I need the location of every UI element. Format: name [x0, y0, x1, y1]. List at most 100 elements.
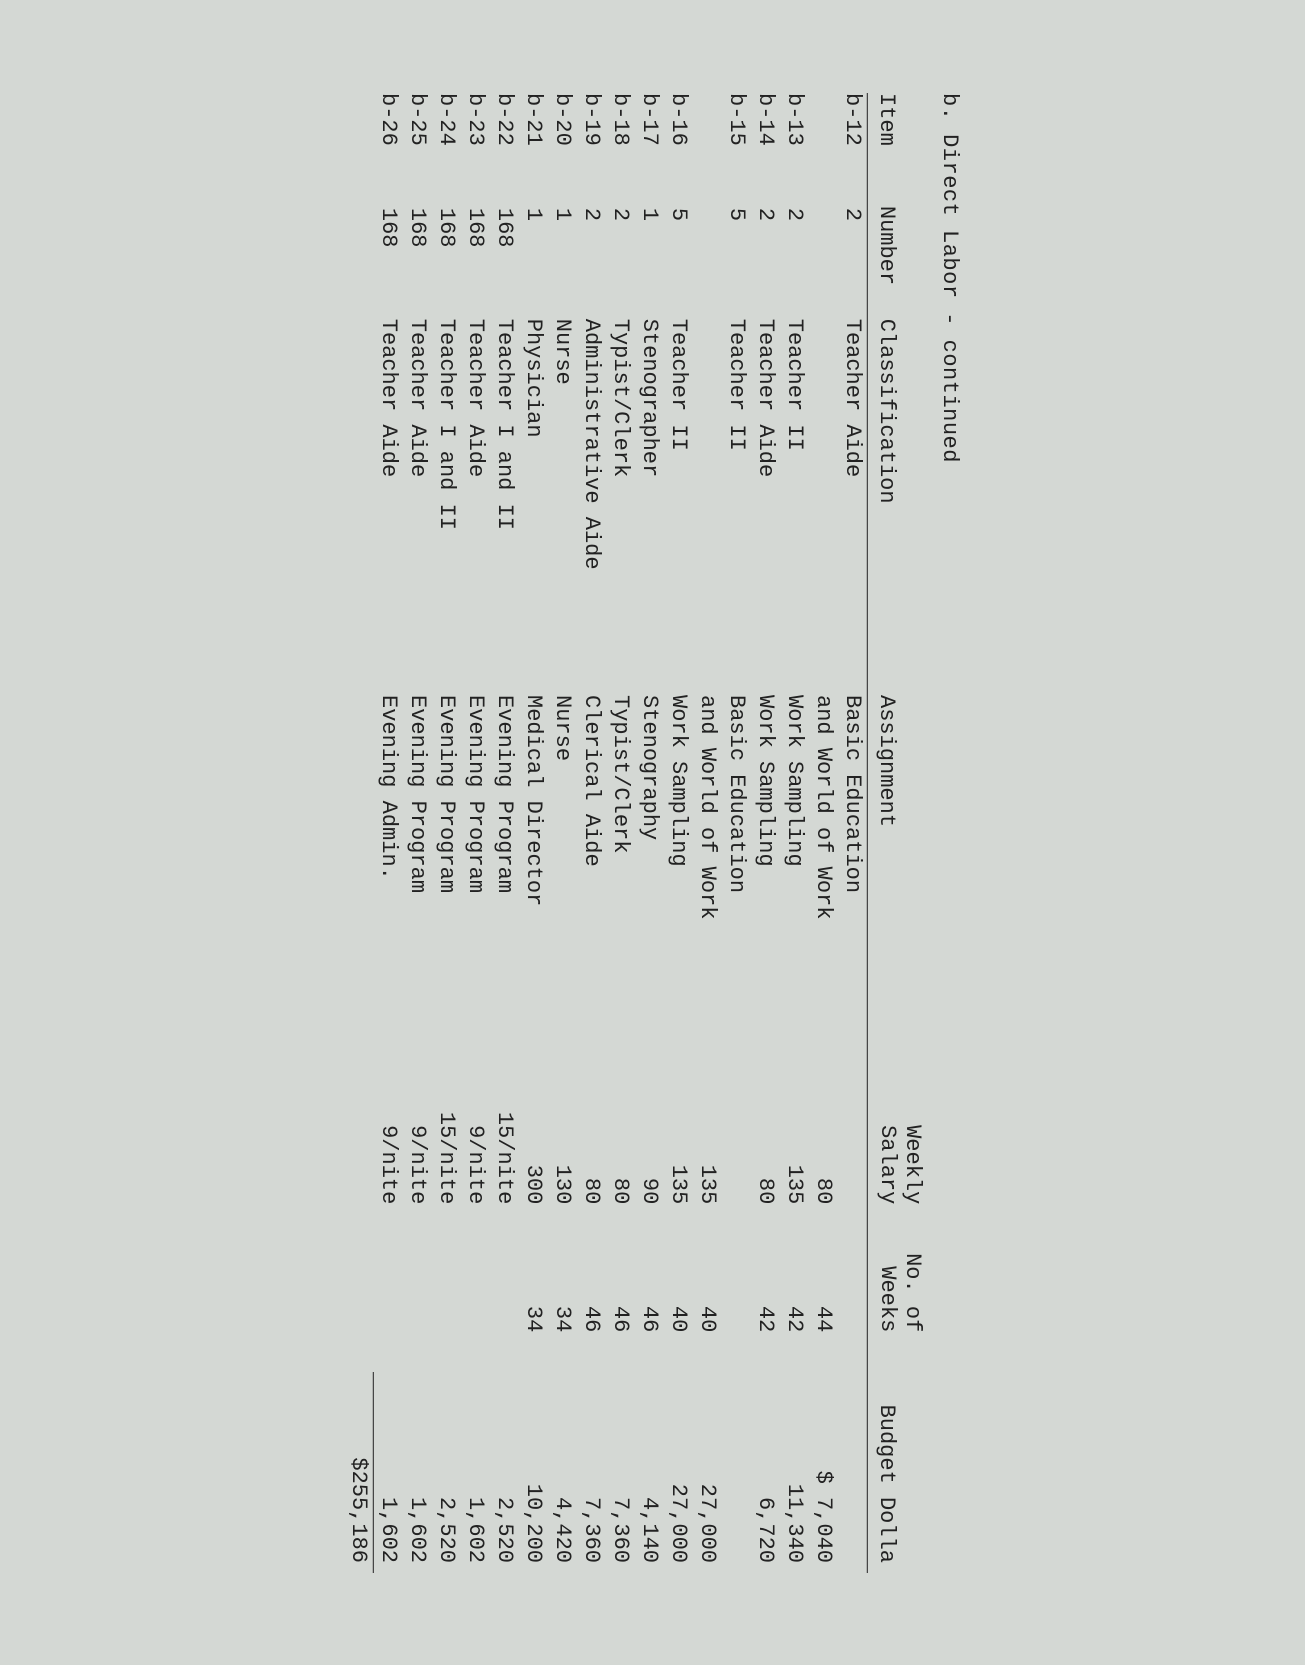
cell-item: b-12 — [838, 93, 868, 206]
cell-item: b-19 — [577, 93, 606, 206]
cell-weeks: 42 — [751, 1234, 780, 1372]
cell-salary: 15/nite — [490, 1071, 519, 1234]
cell-assignment: Evening Program — [490, 695, 519, 1071]
cell-weeks — [838, 1234, 868, 1372]
cell-weeks — [461, 1234, 490, 1372]
cell-item: b-26 — [373, 93, 403, 206]
cell-budget: 10,200 — [519, 1372, 548, 1573]
cell-classification — [693, 318, 722, 694]
table-row: b-171StenographerStenography90464,140 — [635, 93, 664, 1573]
header-assignment: Assignment — [867, 695, 928, 1071]
cell-budget: 4,420 — [548, 1372, 577, 1573]
cell-number: 168 — [373, 205, 403, 318]
cell-number: 168 — [403, 205, 432, 318]
cell-budget: 2,520 — [490, 1372, 519, 1573]
cell-salary — [838, 1071, 868, 1234]
header-salary-l2: Salary — [874, 1125, 899, 1204]
cell-weeks: 34 — [519, 1234, 548, 1372]
cell-assignment: Evening Program — [403, 695, 432, 1071]
cell-weeks: 46 — [635, 1234, 664, 1372]
labor-table: Item Number Classification Assignment We… — [344, 93, 929, 1573]
table-row: b-24168Teacher I and IIEvening Program15… — [432, 93, 461, 1573]
cell-budget: 7,360 — [577, 1372, 606, 1573]
table-row: and World of Work8044$ 7,040 — [809, 93, 838, 1573]
cell-assignment: Work Sampling — [780, 695, 809, 1071]
cell-assignment: Nurse — [548, 695, 577, 1071]
cell-salary — [722, 1071, 751, 1234]
cell-budget: 2,520 — [432, 1372, 461, 1573]
table-row: b-142Teacher AideWork Sampling80426,720 — [751, 93, 780, 1573]
cell-item: b-22 — [490, 93, 519, 206]
cell-total: $255,186 — [344, 1372, 374, 1573]
cell-item: b-13 — [780, 93, 809, 206]
cell-budget: 4,140 — [635, 1372, 664, 1573]
cell-assignment: and World of Work — [809, 695, 838, 1071]
cell-number: 1 — [519, 205, 548, 318]
table-row: b-23168Teacher AideEvening Program9/nite… — [461, 93, 490, 1573]
cell-budget: 27,000 — [693, 1372, 722, 1573]
table-row: b-201NurseNurse130344,420 — [548, 93, 577, 1573]
cell-assignment: Evening Program — [461, 695, 490, 1071]
cell-item: b-20 — [548, 93, 577, 206]
cell-salary: 90 — [635, 1071, 664, 1234]
header-classification: Classification — [867, 318, 928, 694]
cell-classification: Stenographer — [635, 318, 664, 694]
cell-item: b-21 — [519, 93, 548, 206]
cell-item — [809, 93, 838, 206]
cell-assignment: Typist/Clerk — [606, 695, 635, 1071]
cell-salary: 135 — [780, 1071, 809, 1234]
cell-budget: $ 7,040 — [809, 1372, 838, 1573]
header-item: Item — [867, 93, 928, 206]
cell-number: 1 — [635, 205, 664, 318]
cell-budget: 11,340 — [780, 1372, 809, 1573]
cell-weeks: 46 — [606, 1234, 635, 1372]
cell-assignment: Clerical Aide — [577, 695, 606, 1071]
cell-budget: 6,720 — [751, 1372, 780, 1573]
cell-classification: Teacher Aide — [403, 318, 432, 694]
cell-assignment: Basic Education — [838, 695, 868, 1071]
cell-number: 5 — [664, 205, 693, 318]
cell-salary: 9/nite — [403, 1071, 432, 1234]
cell-classification: Teacher I and II — [432, 318, 461, 694]
cell-budget — [838, 1372, 868, 1573]
cell-weeks: 34 — [548, 1234, 577, 1372]
table-row: b-165Teacher IIWork Sampling1354027,000 — [664, 93, 693, 1573]
cell-number: 1 — [548, 205, 577, 318]
cell-budget: 1,602 — [373, 1372, 403, 1573]
cell-weeks — [403, 1234, 432, 1372]
cell-classification: Nurse — [548, 318, 577, 694]
cell-classification: Teacher II — [722, 318, 751, 694]
table-row: b-22168Teacher I and IIEvening Program15… — [490, 93, 519, 1573]
cell-classification: Teacher II — [664, 318, 693, 694]
cell-item: b-14 — [751, 93, 780, 206]
cell-number: 2 — [577, 205, 606, 318]
cell-assignment: Stenography — [635, 695, 664, 1071]
cell-assignment: Evening Admin. — [373, 695, 403, 1071]
cell-salary: 300 — [519, 1071, 548, 1234]
cell-item: b-15 — [722, 93, 751, 206]
cell-weeks — [432, 1234, 461, 1372]
header-budget: Budget Dolla — [867, 1372, 928, 1573]
cell-salary: 15/nite — [432, 1071, 461, 1234]
cell-number: 168 — [461, 205, 490, 318]
cell-assignment: Work Sampling — [751, 695, 780, 1071]
header-weeks-l1: No. of — [899, 1253, 924, 1332]
header-weeks-l2: Weeks — [874, 1266, 899, 1332]
table-row: b-122Teacher AideBasic Education — [838, 93, 868, 1573]
cell-salary: 135 — [693, 1071, 722, 1234]
cell-weeks — [490, 1234, 519, 1372]
table-row: b-25168Teacher AideEvening Program9/nite… — [403, 93, 432, 1573]
cell-weeks — [373, 1234, 403, 1372]
cell-assignment: Medical Director — [519, 695, 548, 1071]
cell-budget — [722, 1372, 751, 1573]
cell-classification: Teacher Aide — [461, 318, 490, 694]
cell-assignment: Basic Education — [722, 695, 751, 1071]
cell-number — [693, 205, 722, 318]
cell-budget: 7,360 — [606, 1372, 635, 1573]
cell-weeks: 44 — [809, 1234, 838, 1372]
cell-item: b-24 — [432, 93, 461, 206]
table-row: b-192Administrative AideClerical Aide804… — [577, 93, 606, 1573]
cell-weeks: 42 — [780, 1234, 809, 1372]
header-salary-l1: Weekly — [899, 1125, 924, 1204]
cell-budget: 1,602 — [403, 1372, 432, 1573]
